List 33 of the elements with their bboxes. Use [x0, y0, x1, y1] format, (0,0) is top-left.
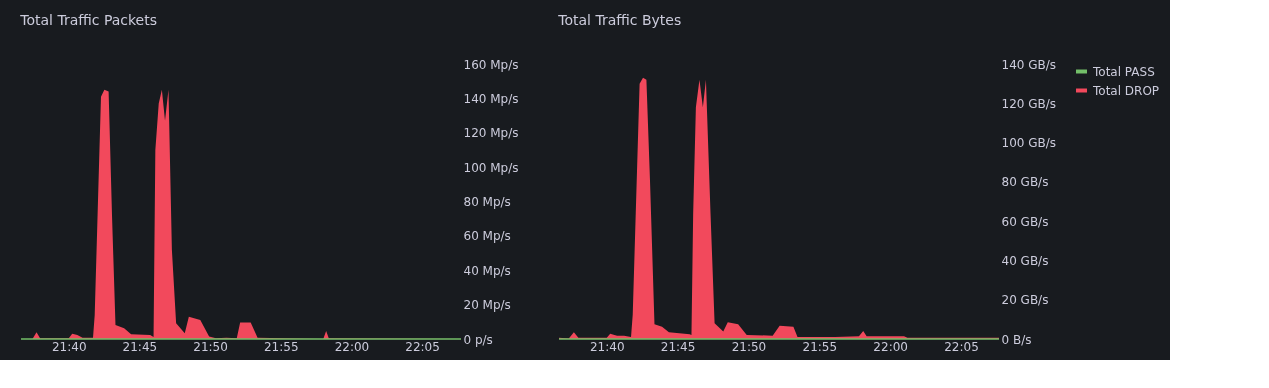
y-tick-label: 0 p/s [463, 332, 493, 347]
y-tick-label: 40 GB/s [1001, 253, 1049, 268]
x-tick-label: 22:00 [334, 339, 370, 354]
y-tick-label: 60 GB/s [1001, 214, 1049, 229]
y-tick-label: 80 Mp/s [463, 195, 511, 209]
y-tick-label: 20 GB/s [1001, 293, 1049, 308]
y-tick-label: 20 Mp/s [463, 298, 511, 313]
x-tick-label: 21:55 [263, 339, 299, 354]
x-tick-label: 22:05 [405, 339, 440, 354]
chart-title: Total Traffic Bytes [557, 12, 682, 28]
y-tick-label: 160 Mp/s [463, 57, 519, 72]
x-tick-label: 21:40 [51, 339, 87, 354]
y-tick-label: 40 Mp/s [463, 263, 511, 278]
y-tick-label: 80 GB/s [1001, 175, 1049, 190]
x-tick-label: 22:00 [873, 339, 908, 354]
x-tick-label: 21:50 [193, 339, 228, 354]
x-tick-label: 21:45 [122, 339, 158, 354]
y-tick-label: 100 Mp/s [463, 160, 519, 175]
x-tick-label: 21:50 [731, 339, 767, 354]
x-tick-label: 21:40 [589, 339, 625, 354]
chart-title: Total Traffic Packets [19, 12, 158, 28]
legend-label: Total DROP [1092, 83, 1160, 98]
x-tick-label: 21:45 [660, 339, 696, 354]
legend-label: Total PASS [1092, 64, 1155, 79]
y-tick-label: 120 GB/s [1001, 96, 1057, 111]
y-tick-label: 140 GB/s [1001, 57, 1057, 72]
y-tick-label: 100 GB/s [1001, 136, 1057, 151]
y-tick-label: 60 Mp/s [463, 229, 511, 244]
y-tick-label: 0 B/s [1001, 332, 1032, 347]
x-tick-label: 22:05 [944, 339, 979, 354]
y-tick-label: 140 Mp/s [463, 91, 519, 106]
x-tick-label: 21:55 [802, 339, 838, 354]
y-tick-label: 120 Mp/s [463, 126, 519, 141]
